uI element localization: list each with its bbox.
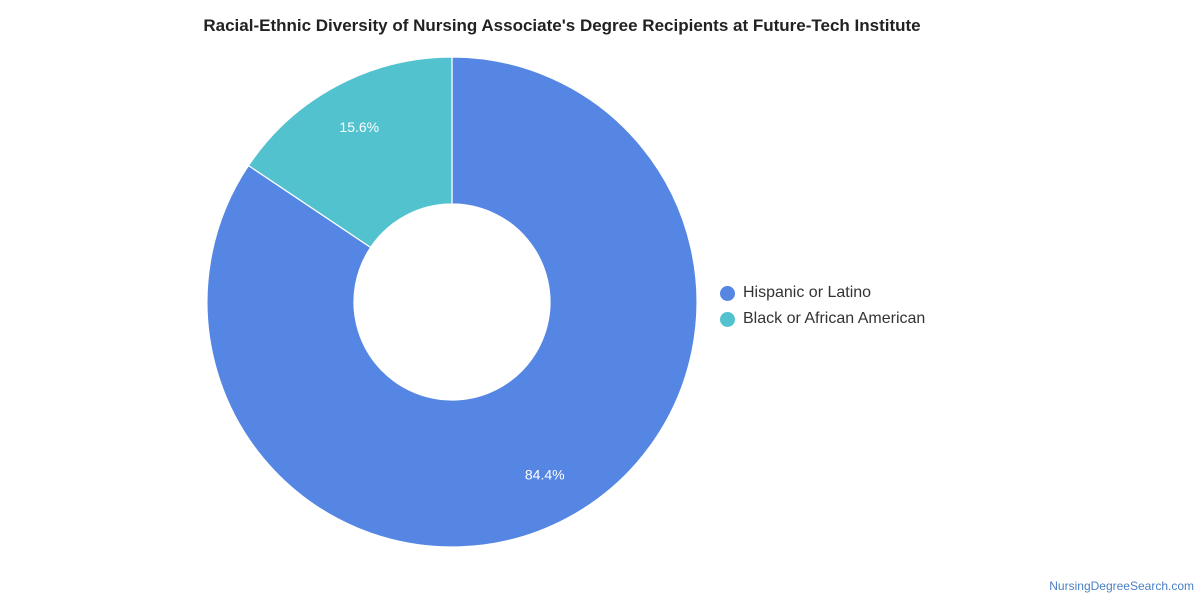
- legend-swatch: [720, 311, 735, 327]
- data-label: 84.4%: [525, 467, 565, 483]
- slice-black-or-african-american[interactable]: [247, 56, 453, 249]
- legend-swatch: [720, 285, 735, 301]
- legend-label: Hispanic or Latino: [743, 284, 872, 301]
- legend-item-hispanic-or-latino[interactable]: Hispanic or Latino: [720, 280, 925, 306]
- chart-title: Racial-Ethnic Diversity of Nursing Assoc…: [203, 16, 921, 35]
- legend-item-black-or-african-american[interactable]: Black or African American: [720, 306, 925, 332]
- data-label: 15.6%: [339, 119, 379, 135]
- slice-hispanic-or-latino[interactable]: [206, 56, 698, 548]
- source-link[interactable]: NursingDegreeSearch.com: [1049, 579, 1194, 593]
- chart-legend: Hispanic or Latino Black or African Amer…: [720, 280, 925, 332]
- legend-label: Black or African American: [743, 310, 926, 327]
